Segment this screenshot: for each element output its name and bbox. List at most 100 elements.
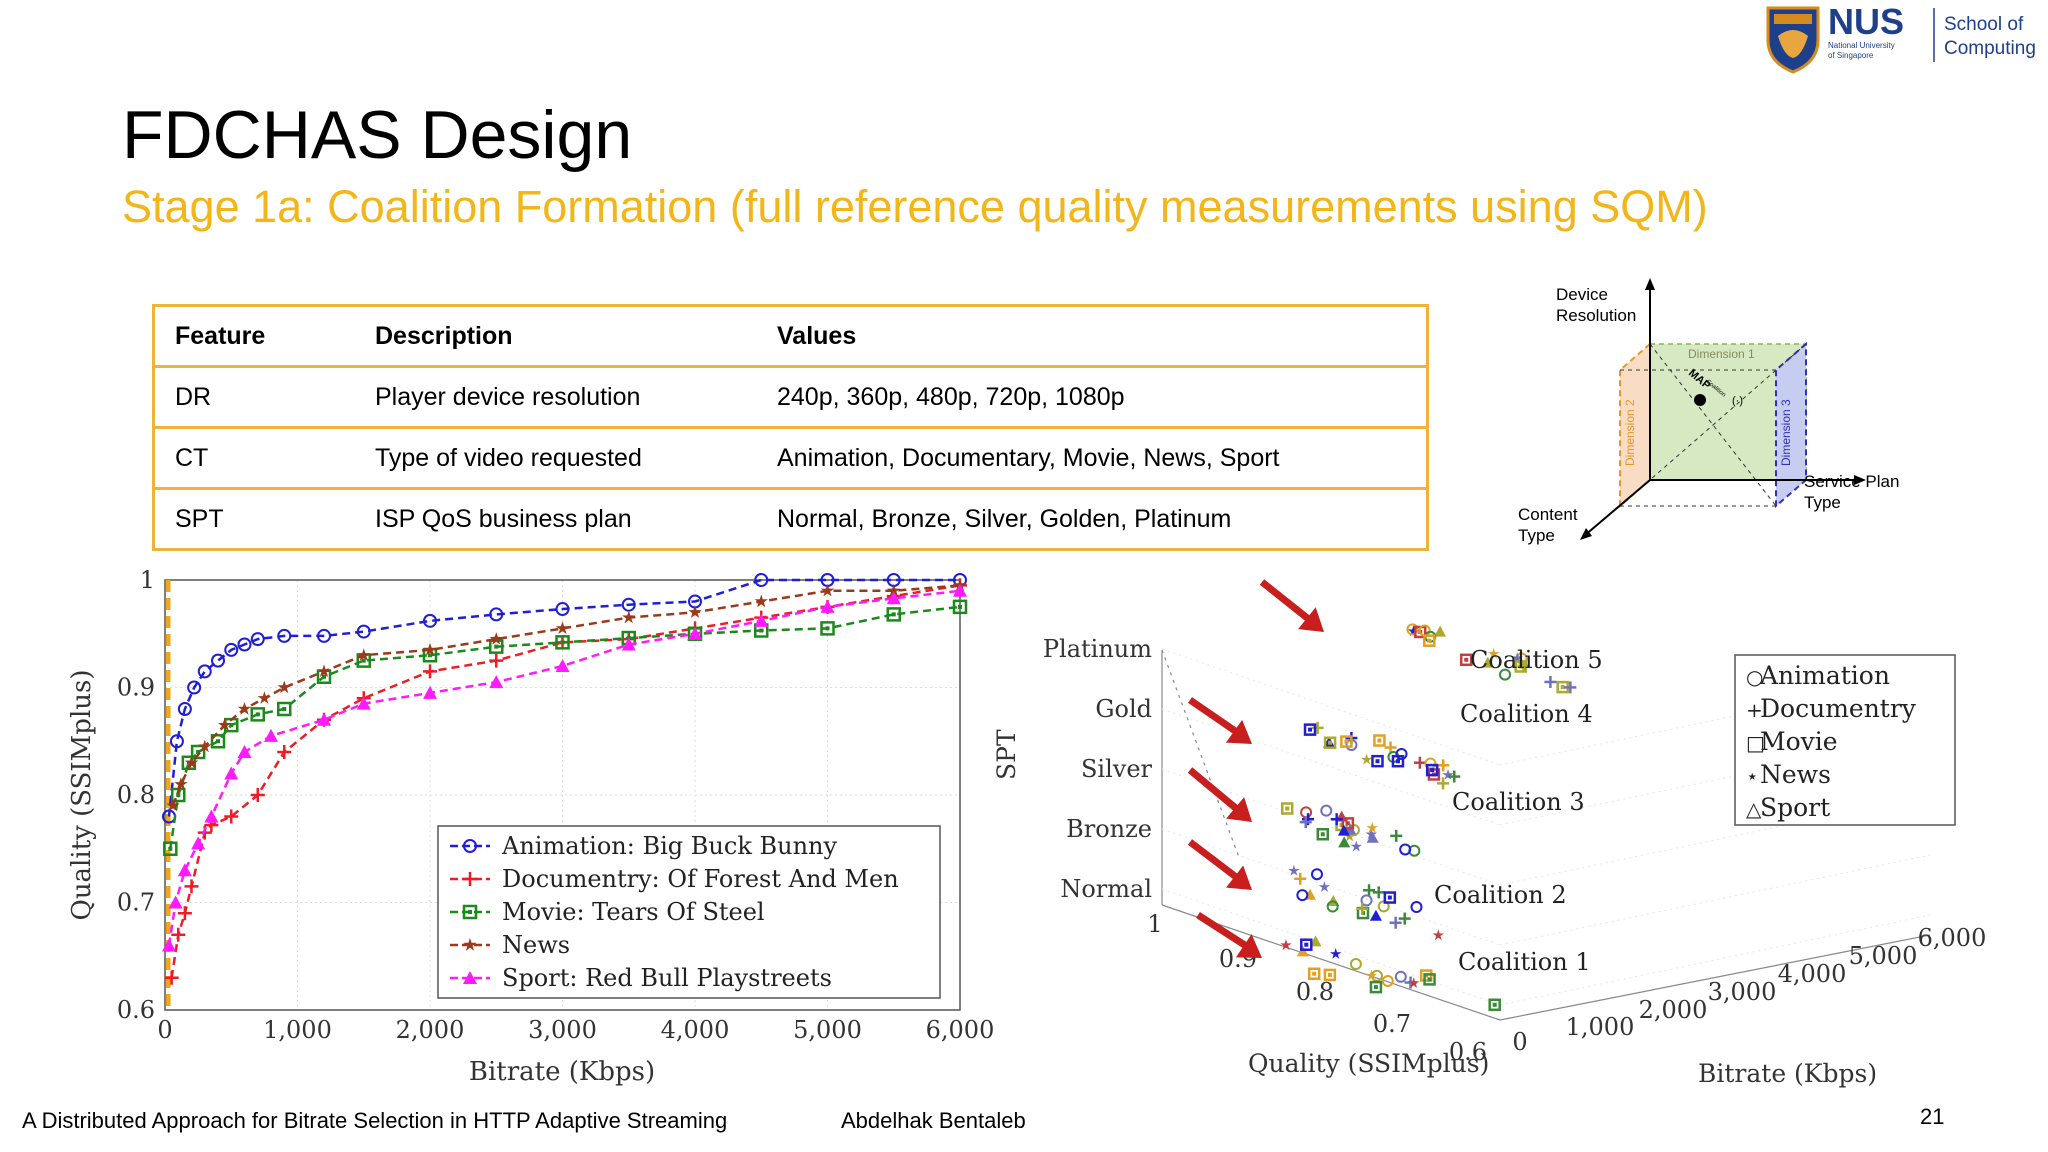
plot-area-frame	[164, 579, 961, 1011]
legend-label: News	[1760, 760, 1831, 789]
data-point	[177, 863, 192, 877]
data-point	[886, 591, 901, 605]
scatter-point	[1349, 958, 1362, 971]
data-point	[277, 701, 292, 717]
red-arrow-icon	[1187, 839, 1252, 890]
nus-logo: NUS National University of Singapore Sch…	[1766, 1, 2036, 74]
scatter-point	[1425, 763, 1439, 777]
logo-line1: National University	[1828, 41, 1895, 50]
data-point	[423, 664, 437, 679]
scatter-point	[1366, 822, 1378, 833]
logo-name: NUS	[1828, 1, 1904, 42]
scatter-point	[1442, 769, 1454, 780]
scatter-point	[1341, 817, 1355, 830]
data-point	[198, 739, 212, 753]
y-tick-label: 0.8	[1296, 978, 1334, 1006]
data-point	[688, 605, 702, 618]
legend-label: Documentry: Of Forest And Men	[502, 865, 899, 893]
scatter-point	[1373, 734, 1386, 747]
scatter-point	[1413, 756, 1426, 769]
scatter-point	[1311, 721, 1324, 734]
data-point	[423, 642, 437, 656]
data-point	[277, 745, 292, 759]
scatter-point	[1360, 894, 1373, 907]
data-point	[171, 927, 186, 942]
red-arrow-icon	[1196, 912, 1262, 958]
scatter-point	[1399, 843, 1412, 856]
legend-symbol: +	[1746, 698, 1763, 722]
y-axis-title: Quality (SSIMplus)	[67, 670, 97, 921]
data-point	[489, 675, 504, 689]
data-point	[177, 702, 192, 716]
data-point	[184, 879, 199, 894]
data-point	[277, 628, 292, 643]
x-tick-label: 0	[157, 1016, 172, 1044]
nus-crest-icon	[1766, 6, 1820, 74]
scatter-point	[1363, 884, 1376, 897]
data-point	[204, 809, 219, 823]
y-tick-label: 0.8	[117, 781, 155, 809]
data-point	[210, 734, 226, 749]
scatter-point	[1398, 912, 1411, 925]
z-tick-label: Bronze	[1066, 815, 1152, 843]
z-axis-arrow	[1583, 479, 1651, 537]
gridline	[1499, 854, 1931, 946]
data-point	[257, 691, 271, 704]
footer-title: A Distributed Approach for Bitrate Selec…	[22, 1108, 728, 1133]
data-point	[174, 777, 188, 790]
scatter-point	[1294, 872, 1307, 885]
data-point	[250, 707, 265, 722]
x-tick-label: 0	[1512, 1028, 1527, 1056]
legend-entry: News	[450, 931, 570, 959]
series-path	[170, 584, 961, 978]
z-tick-label: Silver	[1081, 755, 1153, 783]
scatter-point	[1481, 656, 1494, 668]
scatter-point	[1323, 968, 1337, 982]
scatter-point	[1434, 625, 1447, 637]
map-point	[1694, 394, 1706, 406]
table-cell: Player device resolution	[355, 365, 757, 428]
legend-label: Sport: Red Bull Playstreets	[502, 964, 832, 992]
scatter-point	[1423, 634, 1436, 647]
map-arg: (·)	[1732, 395, 1743, 407]
legend-entry: Movie: Tears Of Steel	[450, 898, 765, 926]
scatter-point	[1338, 836, 1351, 848]
scatter-point	[1410, 901, 1423, 914]
y-tick-label: 0.7	[1373, 1010, 1411, 1038]
y-tick-label: 0.6	[117, 996, 155, 1024]
legend-marker	[463, 938, 477, 951]
legend-label: Movie: Tears Of Steel	[502, 898, 765, 926]
scatter-point	[1356, 902, 1369, 915]
data-point	[237, 637, 252, 652]
data-point	[166, 798, 180, 812]
scatter-point	[1296, 889, 1309, 902]
series-path	[171, 584, 961, 807]
data-point	[191, 836, 206, 850]
data-point	[317, 628, 331, 643]
scatter-point	[1407, 625, 1420, 637]
x-tick-label: 2,000	[1639, 996, 1708, 1024]
scatter-point	[1432, 929, 1444, 941]
data-point	[688, 626, 702, 640]
tick-labels: 0 1,000 2,000 3,000 4,000 5,000 6,000 0.6 0.7 0.8…	[117, 566, 995, 1044]
scatter-point	[1300, 938, 1313, 951]
data-point	[218, 718, 232, 731]
x-tick-label: 5,000	[1849, 942, 1918, 970]
table-cell: Type of video requested	[355, 426, 757, 489]
legend-entry: Animation: Big Buck Bunny	[450, 832, 837, 860]
series-path	[167, 578, 960, 817]
quality-bitrate-line-chart: 0 1,000 2,000 3,000 4,000 5,000 6,000 0.6 0.7 0.8…	[67, 566, 995, 1087]
logo-line2: of Singapore	[1828, 51, 1874, 60]
table-header: Feature	[153, 304, 355, 367]
x-tick-label: 2,000	[396, 1016, 465, 1044]
legend-box	[437, 825, 941, 999]
data-point	[555, 635, 570, 650]
data-point	[820, 583, 835, 597]
legend-symbol: △	[1746, 797, 1762, 821]
scatter-point	[1423, 973, 1436, 986]
table-cell: SPT	[153, 487, 355, 550]
coalition-label: Coalition 2	[1434, 881, 1567, 909]
y-tick-label: 1	[140, 566, 155, 594]
scatter-point	[1408, 977, 1420, 988]
scatter-point	[1303, 723, 1317, 736]
